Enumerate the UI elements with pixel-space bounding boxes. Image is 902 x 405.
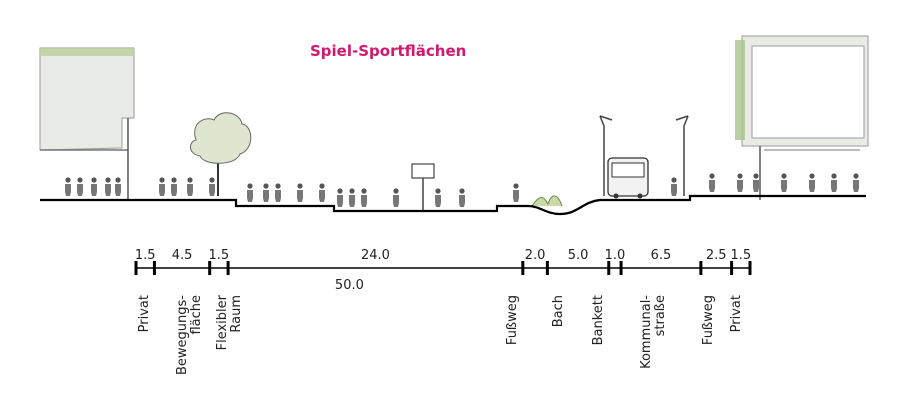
person-figure xyxy=(349,188,355,207)
person-figure xyxy=(115,177,121,196)
tree-icon xyxy=(190,112,252,196)
person-figure xyxy=(337,188,343,207)
ground-profile xyxy=(40,194,866,216)
people-icon xyxy=(65,173,859,207)
person-figure xyxy=(361,188,367,207)
zone-label: Fußweg xyxy=(701,295,716,346)
person-figure xyxy=(513,183,519,202)
person-figure xyxy=(297,183,303,202)
segment-width-label: 2.5 xyxy=(705,248,727,263)
person-figure xyxy=(77,177,83,196)
dimension-tick xyxy=(521,261,525,275)
person-figure xyxy=(263,183,269,202)
segment-width-label: 24.0 xyxy=(360,248,390,263)
segment-width-label: 4.5 xyxy=(171,248,193,263)
dimension-tick xyxy=(152,261,156,275)
basketball-hoop-icon xyxy=(411,163,435,210)
zone-label: Bach xyxy=(551,295,566,328)
person-figure xyxy=(671,177,677,196)
dimension-tick xyxy=(619,261,623,275)
building-icon xyxy=(39,47,135,200)
dimension-tick xyxy=(208,261,212,275)
streetlamp-icon xyxy=(599,115,689,196)
building-icon xyxy=(735,35,869,200)
zone-label: Privat xyxy=(729,295,744,333)
segment-width-label: 1.5 xyxy=(730,248,752,263)
person-figure xyxy=(753,173,759,192)
segment-width-label: 5.0 xyxy=(567,248,589,263)
dimension-tick xyxy=(134,261,138,275)
person-figure xyxy=(781,173,787,192)
person-figure xyxy=(91,177,97,196)
segment-width-label: 2.0 xyxy=(524,248,546,263)
dimension-tick xyxy=(607,261,611,275)
person-figure xyxy=(65,177,71,196)
person-figure xyxy=(105,177,111,196)
person-figure xyxy=(209,177,215,196)
zone-label: Privat xyxy=(137,295,152,333)
dimension-line xyxy=(134,261,752,275)
person-figure xyxy=(393,188,399,207)
person-figure xyxy=(435,188,441,207)
person-figure xyxy=(459,188,465,207)
person-figure xyxy=(809,173,815,192)
person-figure xyxy=(159,177,165,196)
dimension-tick xyxy=(226,261,230,275)
person-figure xyxy=(319,183,325,202)
page-title: Spiel-Sportflächen xyxy=(310,42,467,60)
creek-vegetation xyxy=(531,195,563,207)
bus-icon xyxy=(607,157,649,199)
segment-width-label: 6.5 xyxy=(650,248,672,263)
zone-label: Bankett xyxy=(591,295,606,346)
person-figure xyxy=(187,177,193,196)
total-width: 50.0 xyxy=(334,278,364,293)
dimension-tick xyxy=(545,261,549,275)
person-figure xyxy=(171,177,177,196)
zone-label: Flexibler Raum xyxy=(215,295,244,351)
segment-width-label: 1.5 xyxy=(134,248,156,263)
zone-label: Fußweg xyxy=(505,295,520,346)
zone-label: Bewegungs- fläche xyxy=(175,295,204,375)
zone-label: Kommunal- straße xyxy=(639,295,668,369)
person-figure xyxy=(247,183,253,202)
dimension-tick xyxy=(699,261,703,275)
person-figure xyxy=(737,173,743,192)
person-figure xyxy=(709,173,715,192)
segment-width-label: 1.5 xyxy=(208,248,230,263)
dimension-tick xyxy=(730,261,734,275)
person-figure xyxy=(853,173,859,192)
person-figure xyxy=(275,183,281,202)
person-figure xyxy=(831,173,837,192)
segment-width-label: 1.0 xyxy=(604,248,626,263)
dimension-tick xyxy=(748,261,752,275)
